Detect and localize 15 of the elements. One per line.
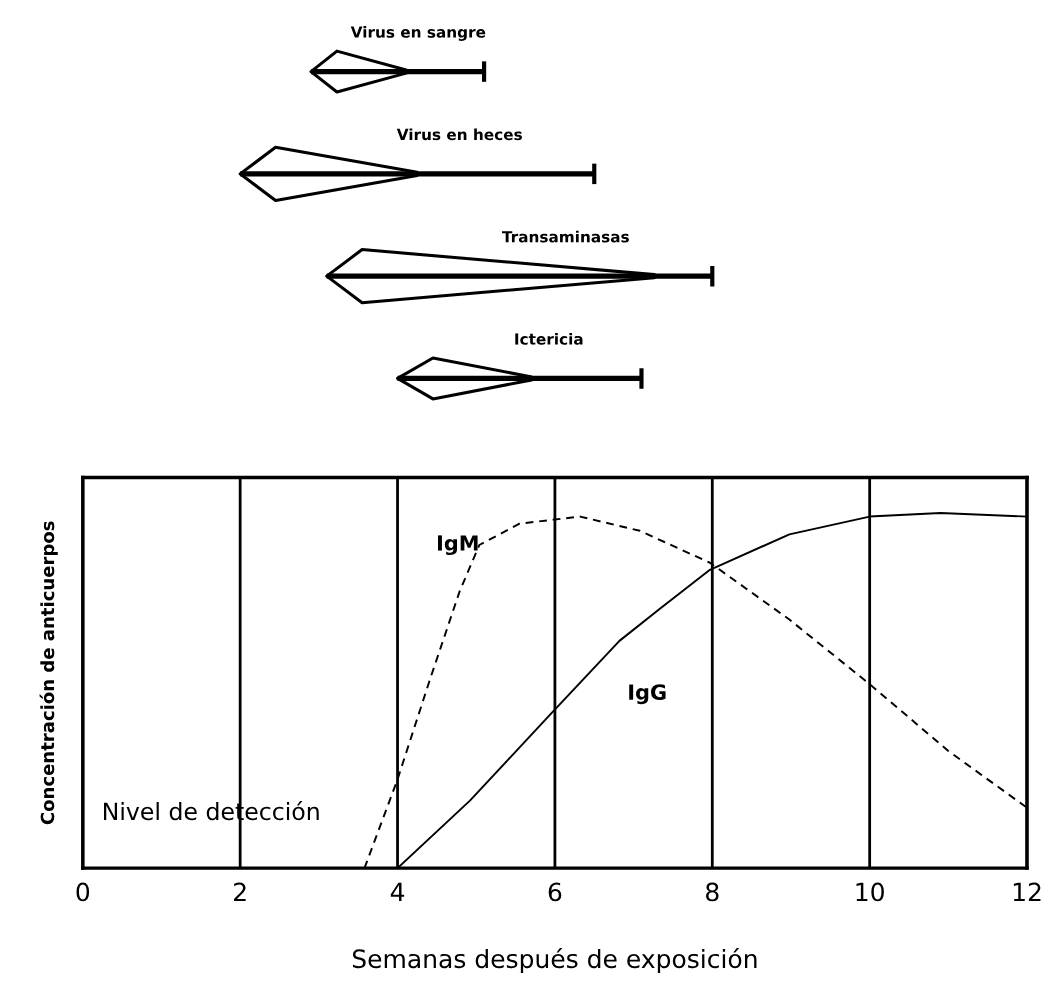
x-tick-label: 12: [1013, 882, 1041, 902]
series-label: IgG: [629, 684, 666, 705]
x-tick-label: 10: [856, 882, 884, 902]
y-tick-label: Ictericia: [515, 332, 583, 345]
x-tick-label: 2: [234, 882, 246, 902]
x-tick-label: 0: [76, 882, 90, 902]
y-tick-label: Transaminasas: [502, 230, 629, 243]
series-label: IgM: [438, 535, 478, 556]
y-tick-label: Virus en sangre: [350, 26, 486, 41]
y-axis-title: Concentración de anticuerpos: [39, 521, 58, 825]
x-tick-label: 8: [706, 882, 719, 902]
y-tick-label: Virus en heces: [396, 128, 522, 141]
x-tick-label: 4: [390, 882, 405, 902]
x-tick-label: 6: [548, 882, 562, 902]
x-axis-title: Semanas después de exposición: [352, 947, 757, 974]
